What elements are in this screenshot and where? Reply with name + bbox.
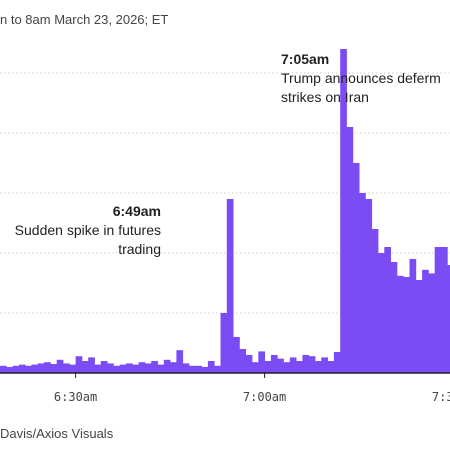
volume-bar xyxy=(371,229,379,373)
volume-bar xyxy=(289,357,297,373)
volume-bar xyxy=(0,365,7,373)
annotations: 6:49am Sudden spike in futures trading 7:05… xyxy=(15,51,441,257)
volume-bar xyxy=(296,361,303,373)
volume-bar xyxy=(113,365,121,373)
volume-bar xyxy=(352,163,360,373)
volume-bar xyxy=(25,365,32,373)
volume-bar xyxy=(333,352,341,373)
volume-bar xyxy=(157,364,165,373)
volume-bar xyxy=(277,358,284,373)
volume-bar xyxy=(189,365,196,373)
volume-bar xyxy=(119,364,127,373)
annotation-time: 6:49am xyxy=(113,203,161,219)
volume-bar xyxy=(245,355,253,373)
volume-bar xyxy=(195,365,202,373)
volume-bar xyxy=(233,337,240,373)
annotation-0: 6:49am Sudden spike in futures trading xyxy=(15,203,161,257)
volume-bar xyxy=(239,349,247,373)
volume-bar xyxy=(182,363,190,373)
volume-bar xyxy=(403,277,410,373)
volume-bar xyxy=(31,364,39,373)
volume-bar xyxy=(63,363,70,373)
volume-bar xyxy=(214,365,221,373)
volume-bar xyxy=(270,355,278,373)
volume-bar xyxy=(365,199,373,373)
volume-bar xyxy=(132,364,139,373)
volume-bar xyxy=(226,199,234,373)
volume-bar xyxy=(264,361,272,373)
x-tick-label: 6:30am xyxy=(54,390,97,404)
volume-bar xyxy=(126,363,133,373)
volume-bar xyxy=(69,364,76,373)
volume-bar xyxy=(176,350,184,373)
volume-bar xyxy=(107,363,114,373)
volume-bar xyxy=(321,357,328,373)
x-axis-ticks: 6:30am 7:00am 7:30am xyxy=(54,373,450,404)
annotation-text-line: trading xyxy=(118,241,161,257)
volume-bar xyxy=(302,355,310,373)
volume-bar xyxy=(201,367,209,373)
volume-bar xyxy=(6,367,13,373)
volume-bar xyxy=(50,364,58,373)
volume-bar xyxy=(283,362,291,373)
volume-bar xyxy=(315,361,322,373)
volume-bar xyxy=(252,362,259,373)
volume-bar xyxy=(207,361,215,373)
volume-bar xyxy=(434,247,442,373)
volume-bar xyxy=(151,361,158,373)
volume-bar xyxy=(390,262,398,373)
volume-bar xyxy=(359,193,366,373)
volume-bar xyxy=(346,127,354,373)
source-credit: Davis/Axios Visuals xyxy=(0,426,114,441)
volume-bar xyxy=(94,364,102,373)
volume-bar xyxy=(220,313,228,373)
volume-bar xyxy=(384,247,391,373)
volume-bar xyxy=(138,362,146,373)
annotation-1: 7:05am Trump announces deferm strikes on I… xyxy=(281,51,441,105)
volume-bar xyxy=(258,351,265,373)
annotation-text-line: Trump announces deferm xyxy=(281,70,441,86)
annotation-text-line: Sudden spike in futures xyxy=(15,222,161,238)
volume-bar xyxy=(409,259,417,373)
volume-bar xyxy=(37,363,45,373)
volume-bar xyxy=(378,253,385,373)
volume-bar xyxy=(44,362,51,373)
volume-bar xyxy=(163,359,171,373)
volume-bar xyxy=(396,275,404,373)
volume-bar xyxy=(422,269,429,373)
volume-bar xyxy=(12,365,20,373)
volume-bar xyxy=(81,361,89,373)
volume-bar xyxy=(447,265,450,373)
volume-bar xyxy=(327,361,335,373)
volume-bar xyxy=(428,273,436,373)
volume-bar xyxy=(56,359,64,373)
volume-bar xyxy=(75,356,83,373)
volume-bar xyxy=(88,357,95,373)
volume-bar xyxy=(308,356,316,373)
volume-area xyxy=(0,49,450,373)
volume-bar xyxy=(340,49,347,373)
annotation-text-line: strikes on Iran xyxy=(281,89,369,105)
volume-bar xyxy=(100,361,108,373)
annotation-time: 7:05am xyxy=(281,51,329,67)
chart-subtitle: n to 8am March 23, 2026; ET xyxy=(0,12,169,27)
volume-bar xyxy=(18,364,26,373)
volume-bar xyxy=(170,362,177,373)
volume-bar xyxy=(441,247,448,373)
volume-bar xyxy=(415,280,423,373)
volume-bar xyxy=(144,363,152,373)
x-tick-label: 7:30am xyxy=(432,390,450,404)
x-tick-label: 7:00am xyxy=(243,390,286,404)
